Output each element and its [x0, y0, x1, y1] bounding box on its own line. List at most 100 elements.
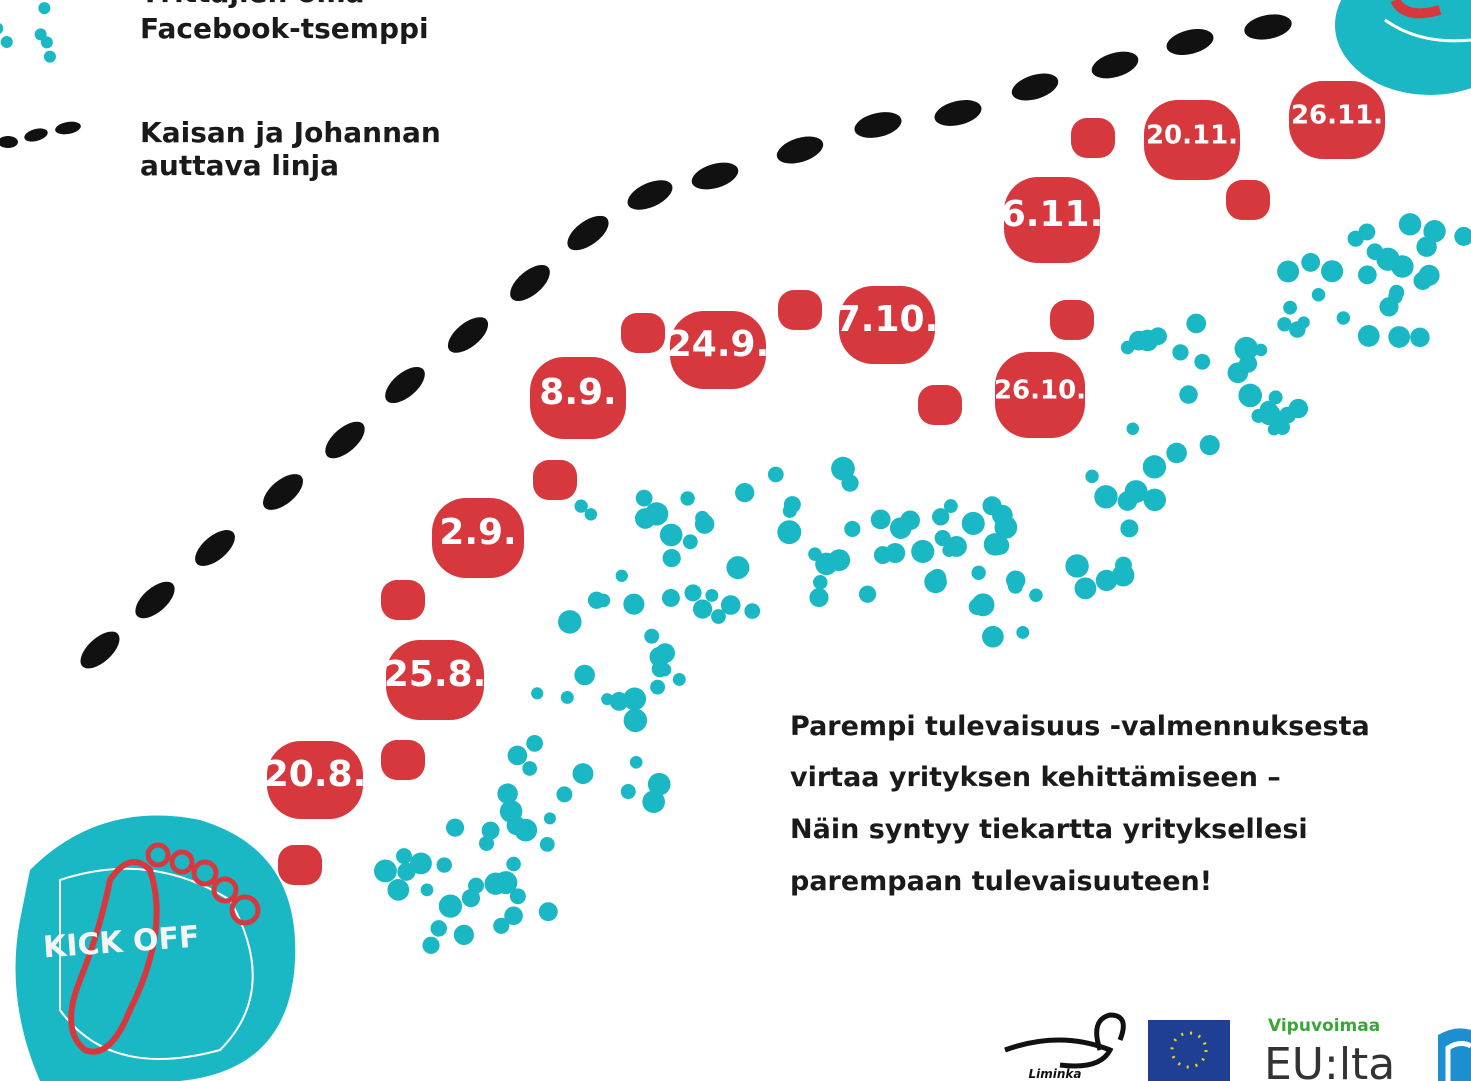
teal-dot [962, 512, 985, 535]
teal-dot [506, 857, 521, 872]
teal-dot [493, 918, 509, 934]
teal-dot [813, 575, 827, 589]
teal-dot [735, 483, 754, 502]
legend-text: Kaisan ja Johannan [140, 116, 441, 149]
teal-dot [1186, 314, 1206, 334]
step-date: 8.9. [539, 372, 616, 413]
teal-dot [387, 879, 409, 901]
teal-dot [645, 502, 668, 525]
teal-dot [624, 709, 647, 732]
step-date: 7.10. [836, 299, 939, 340]
teal-dot [660, 524, 683, 547]
teal-dot [768, 467, 784, 483]
teal-dot [396, 848, 412, 864]
teal-dot [397, 863, 415, 881]
teal-dot [1065, 554, 1088, 577]
dash [623, 174, 677, 216]
teal-dot [711, 609, 726, 624]
dash [774, 131, 827, 168]
teal-dot [650, 647, 670, 667]
teal-dot [1388, 289, 1402, 303]
teal-dot [680, 491, 694, 505]
small-step [278, 845, 322, 885]
teal-dot [859, 586, 876, 603]
teal-dot [809, 588, 828, 607]
teal-dot [374, 860, 397, 883]
teal-dot [1359, 224, 1376, 241]
teal-dot [558, 610, 582, 634]
teal-dot [531, 687, 543, 699]
teal-dot [1358, 265, 1377, 284]
teal-dot [911, 540, 934, 563]
teal-dot [828, 549, 850, 571]
teal-dot [539, 902, 558, 921]
dash [1242, 11, 1294, 44]
teal-dot [684, 584, 701, 601]
teal-dot [573, 763, 594, 784]
teal-dot [1337, 311, 1350, 324]
dash [379, 360, 431, 409]
logo-text: EU:lta [1264, 1039, 1395, 1081]
logo-text: Vipuvoimaa [1268, 1016, 1380, 1036]
teal-dot [992, 505, 1013, 526]
step-date: 6.11. [1001, 194, 1104, 235]
teal-dot [430, 920, 446, 936]
dash [932, 96, 984, 131]
step-date: 24.9. [667, 324, 770, 365]
teal-dot [1129, 331, 1149, 351]
teal-dot [971, 566, 985, 580]
description-line: parempaan tulevaisuuteen! [790, 866, 1212, 897]
teal-dot [1399, 213, 1421, 235]
legend-text: Facebook-tsemppi [140, 12, 429, 45]
teal-dot [1179, 385, 1198, 404]
teal-dot [623, 594, 644, 615]
dash [442, 311, 494, 360]
teal-dot [484, 873, 506, 895]
teal-dot [1194, 354, 1210, 370]
small-step [381, 740, 425, 780]
teal-dot [662, 589, 680, 607]
teal-dot [1120, 519, 1138, 537]
dash [562, 209, 615, 257]
teal-dot [522, 761, 537, 776]
teal-dot [1275, 420, 1290, 435]
teal-dot [1085, 470, 1098, 483]
teal-dot [777, 520, 801, 544]
teal-dot [1075, 577, 1097, 599]
dash [74, 625, 126, 675]
teal-dot [991, 536, 1010, 555]
teal-dot [540, 837, 555, 852]
teal-dot [1416, 236, 1436, 256]
teal-dot [1016, 626, 1029, 639]
teal-dot [44, 51, 56, 63]
teal-dot [526, 735, 543, 752]
teal-dot [1144, 489, 1166, 511]
teal-dot [924, 571, 947, 594]
dash [257, 467, 309, 516]
teal-dot [630, 756, 643, 769]
teal-dot [1321, 260, 1343, 282]
teal-dot [421, 884, 434, 897]
small-step [381, 580, 425, 620]
teal-dot [610, 692, 629, 711]
teal-dot [942, 544, 955, 557]
teal-dot [41, 36, 53, 48]
teal-dot [1200, 435, 1220, 455]
teal-dot [841, 475, 858, 492]
legend-text: Yrittäjien oma [139, 0, 365, 9]
teal-dot [650, 680, 665, 695]
teal-dot [1358, 325, 1380, 347]
teal-dot [454, 925, 474, 945]
teal-dot [1283, 301, 1297, 315]
step-date: 20.8. [264, 754, 367, 795]
description: Parempi tulevaisuus -valmennuksesta virt… [790, 711, 1370, 897]
teal-dot [1, 36, 13, 48]
step-date: 25.8. [384, 654, 487, 695]
description-line: virtaa yrityksen kehittämiseen – [790, 762, 1281, 793]
teal-dot [673, 673, 686, 686]
teal-dot [695, 511, 709, 525]
teal-dot [1259, 403, 1281, 425]
teal-dot [1410, 328, 1429, 347]
dash [319, 415, 371, 465]
teal-dot [544, 812, 556, 824]
